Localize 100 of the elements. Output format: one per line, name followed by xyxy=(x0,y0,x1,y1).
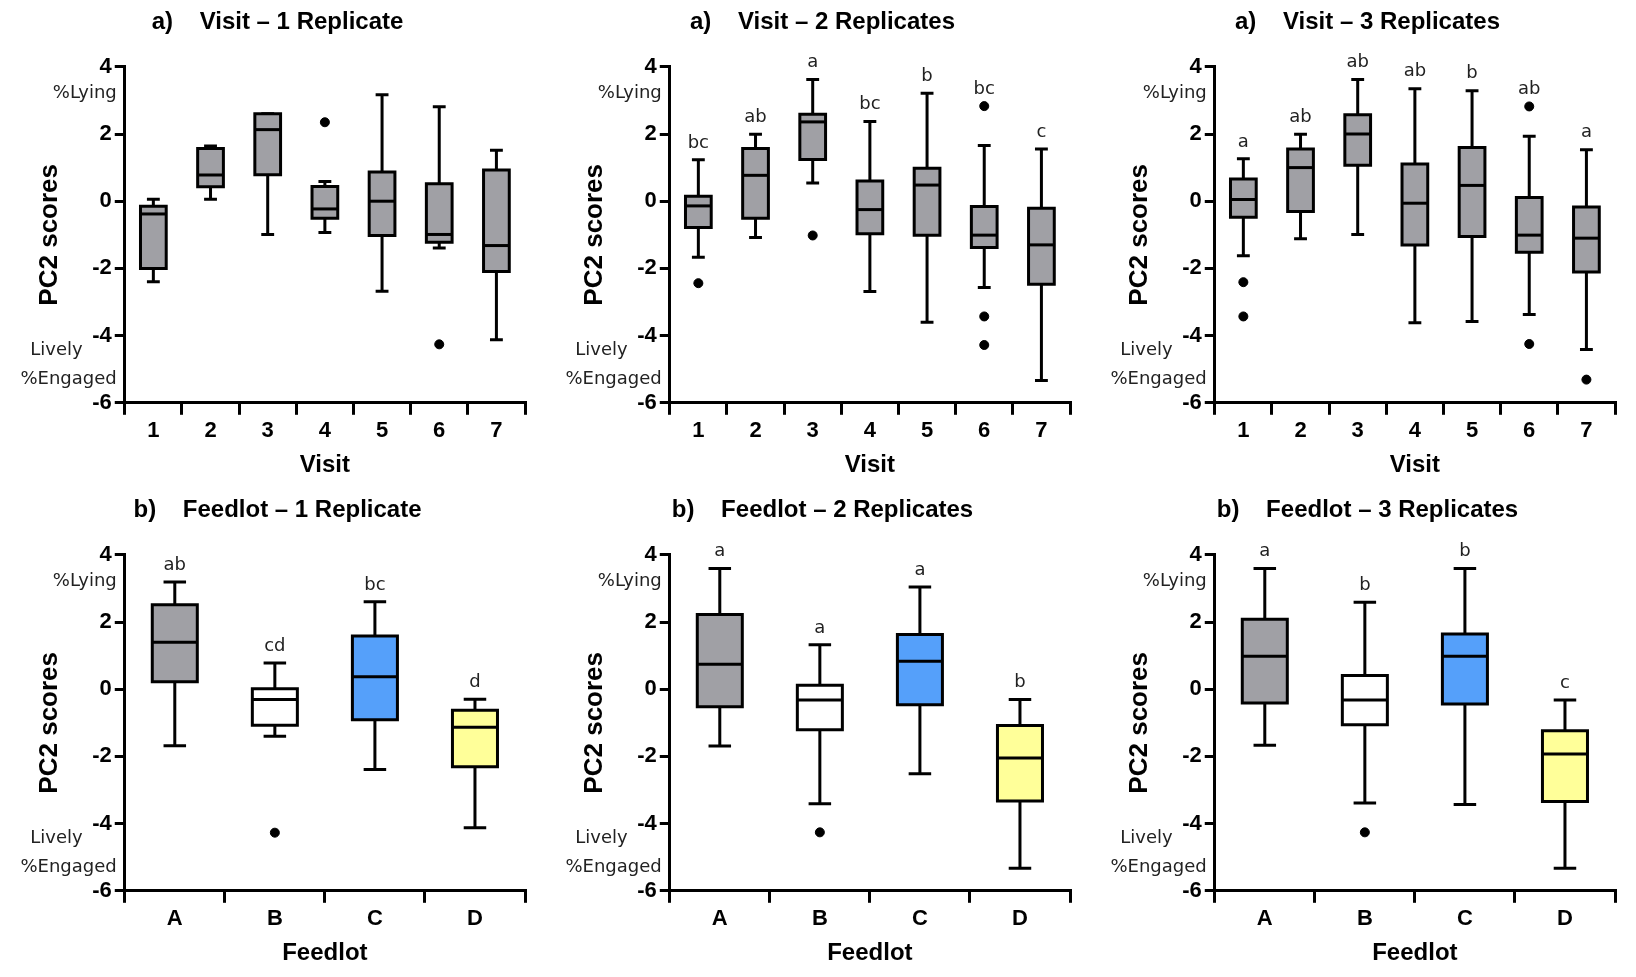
y-axis-title: PC2 scores xyxy=(1122,651,1153,794)
y-tick-label: 4 xyxy=(99,52,113,78)
chart-title: b) Feedlot – 1 Replicate xyxy=(133,495,422,523)
annotation: a xyxy=(914,557,926,579)
y-tick-label: -4 xyxy=(637,321,658,347)
y-tick-label: 4 xyxy=(644,540,658,566)
y-tick-label: -2 xyxy=(92,254,112,280)
annotation: c xyxy=(1560,670,1570,692)
text: %Engaged xyxy=(20,366,117,388)
y-tick-label: -6 xyxy=(637,876,657,902)
text: %Lying xyxy=(1142,81,1207,103)
x-tick-label: C xyxy=(366,905,383,931)
x-tick-label: 7 xyxy=(1035,417,1048,443)
x-tick-label: D xyxy=(1012,905,1028,931)
x-tick-label: 3 xyxy=(1351,417,1364,443)
chart-title: b) Feedlot – 3 Replicates xyxy=(1216,495,1519,523)
x-axis-title: Visit xyxy=(1389,450,1441,478)
annotation: ab xyxy=(744,105,767,127)
text: %Engaged xyxy=(20,854,117,876)
y-axis-title: PC2 scores xyxy=(32,651,63,794)
annotation: a xyxy=(1237,129,1249,151)
x-tick-label: C xyxy=(1456,905,1473,931)
annotation: b xyxy=(1466,61,1478,83)
x-tick-label: 6 xyxy=(433,417,446,443)
x-tick-label: 6 xyxy=(1523,417,1536,443)
y-axis-title: PC2 scores xyxy=(1122,163,1153,306)
y-tick-label: 4 xyxy=(644,52,658,78)
x-tick-label: B xyxy=(1356,905,1373,931)
text: %Lying xyxy=(597,569,662,591)
x-tick-label: 3 xyxy=(806,417,819,443)
x-tick-label: 3 xyxy=(261,417,274,443)
annotation: bc xyxy=(973,76,995,98)
x-tick-label: A xyxy=(711,905,728,931)
y-axis-title: PC2 scores xyxy=(577,163,608,306)
annotation: bc xyxy=(364,572,386,594)
y-tick-label: -4 xyxy=(637,809,658,835)
y-tick-label: -6 xyxy=(92,388,112,414)
text: %Engaged xyxy=(1110,854,1207,876)
annotation: a xyxy=(1580,120,1592,142)
x-tick-label: 2 xyxy=(1294,417,1307,443)
y-tick-label: 4 xyxy=(1189,52,1203,78)
x-tick-label: 4 xyxy=(1408,417,1422,443)
x-tick-label: 5 xyxy=(920,417,934,443)
y-tick-label: -2 xyxy=(637,742,657,768)
y-tick-label: 0 xyxy=(1189,187,1202,213)
y-tick-label: 2 xyxy=(1189,608,1202,634)
y-tick-label: -6 xyxy=(92,876,112,902)
y-tick-label: 4 xyxy=(99,540,113,566)
x-tick-label: 1 xyxy=(1237,417,1250,443)
chart-title: a) Visit – 3 Replicates xyxy=(1234,7,1501,35)
x-tick-label: B xyxy=(266,905,283,931)
y-tick-label: 2 xyxy=(99,120,112,146)
y-axis-title: PC2 scores xyxy=(577,651,608,794)
text: %Lying xyxy=(52,81,117,103)
x-tick-label: 4 xyxy=(318,417,332,443)
annotation: d xyxy=(469,669,481,691)
annotation: b xyxy=(1459,539,1471,561)
y-tick-label: -2 xyxy=(92,742,112,768)
annotation: bc xyxy=(687,130,710,152)
x-tick-label: 6 xyxy=(978,417,991,443)
annotation: ab xyxy=(163,552,187,574)
annotation: a xyxy=(1259,539,1271,561)
annotation: ab xyxy=(1403,59,1427,81)
chart-title: a) Visit – 1 Replicate xyxy=(151,7,404,35)
y-tick-label: -6 xyxy=(1182,388,1202,414)
x-tick-label: 7 xyxy=(1580,417,1593,443)
text: %Engaged xyxy=(565,366,662,388)
y-tick-label: 0 xyxy=(644,187,657,213)
text: %Engaged xyxy=(565,854,662,876)
x-tick-label: D xyxy=(1557,905,1573,931)
annotation: b xyxy=(1359,572,1371,594)
annotation: cd xyxy=(264,633,286,655)
x-tick-label: 1 xyxy=(692,417,705,443)
y-tick-label: 0 xyxy=(1189,675,1202,701)
x-axis-title: Feedlot xyxy=(1372,938,1458,966)
x-axis-title: Visit xyxy=(844,450,896,478)
x-tick-label: 5 xyxy=(375,417,389,443)
y-tick-label: 2 xyxy=(644,120,657,146)
y-tick-label: -4 xyxy=(92,321,113,347)
y-tick-label: -6 xyxy=(637,388,657,414)
y-tick-label: 0 xyxy=(99,187,112,213)
text: %Lying xyxy=(597,81,662,103)
text: Lively xyxy=(575,826,629,848)
x-tick-label: 1 xyxy=(147,417,160,443)
text: %Lying xyxy=(52,569,117,591)
annotation: a xyxy=(714,539,726,561)
chart-title: a) Visit – 2 Replicates xyxy=(689,7,956,35)
x-axis-title: Feedlot xyxy=(282,938,368,966)
y-tick-label: -2 xyxy=(1182,254,1202,280)
y-tick-label: 4 xyxy=(1189,540,1203,566)
x-axis-title: Visit xyxy=(299,450,351,478)
text: Lively xyxy=(30,338,84,360)
text: Lively xyxy=(1120,826,1174,848)
text: %Lying xyxy=(1142,569,1207,591)
x-tick-label: 4 xyxy=(863,417,877,443)
annotation: ab xyxy=(1346,50,1369,72)
text: Lively xyxy=(1120,338,1174,360)
y-tick-label: -2 xyxy=(1182,742,1202,768)
y-tick-label: 0 xyxy=(644,675,657,701)
y-tick-label: -6 xyxy=(1182,876,1202,902)
